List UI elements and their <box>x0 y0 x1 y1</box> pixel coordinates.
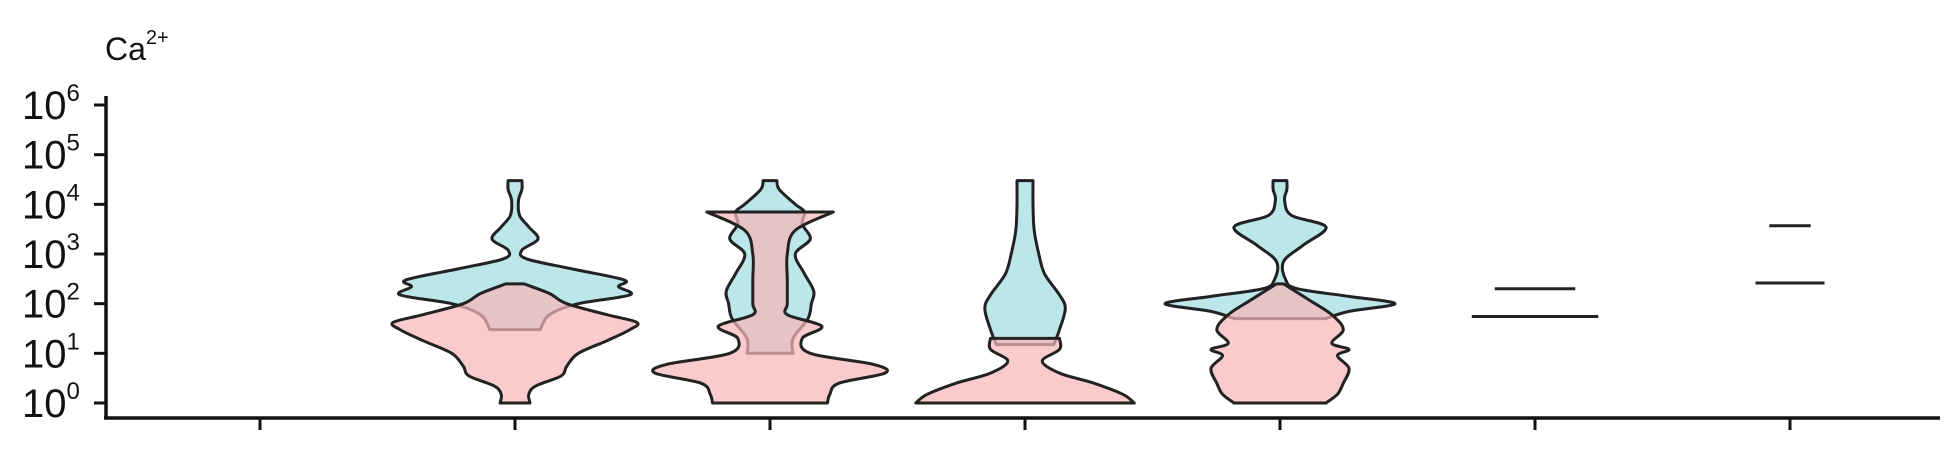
violin-upper-group-3 <box>983 179 1067 347</box>
y-tick-label: 106 <box>22 80 80 128</box>
y-tick-label: 101 <box>22 328 80 376</box>
violin-lower-group-1 <box>390 282 640 405</box>
violin-lower-group-4 <box>1209 282 1351 405</box>
y-tick-label: 102 <box>22 279 80 327</box>
violins-layer <box>390 179 1825 405</box>
x-ticks <box>258 418 1792 430</box>
chart-title-superscript: 2+ <box>146 27 169 49</box>
y-tick-label: 103 <box>22 229 80 277</box>
y-tick-label: 105 <box>22 130 80 178</box>
y-tick-label: 100 <box>22 378 80 426</box>
y-tick-label: 104 <box>22 179 80 227</box>
violin-upper-group-4 <box>1163 179 1397 321</box>
violin-lower-group-3 <box>914 336 1136 405</box>
chart-title-base: Ca <box>105 31 146 67</box>
violin-upper-group-1 <box>397 179 633 332</box>
chart-title: Ca2+ <box>105 27 169 67</box>
axes-layer <box>104 96 1940 420</box>
violin-lower-group-2 <box>651 210 889 405</box>
